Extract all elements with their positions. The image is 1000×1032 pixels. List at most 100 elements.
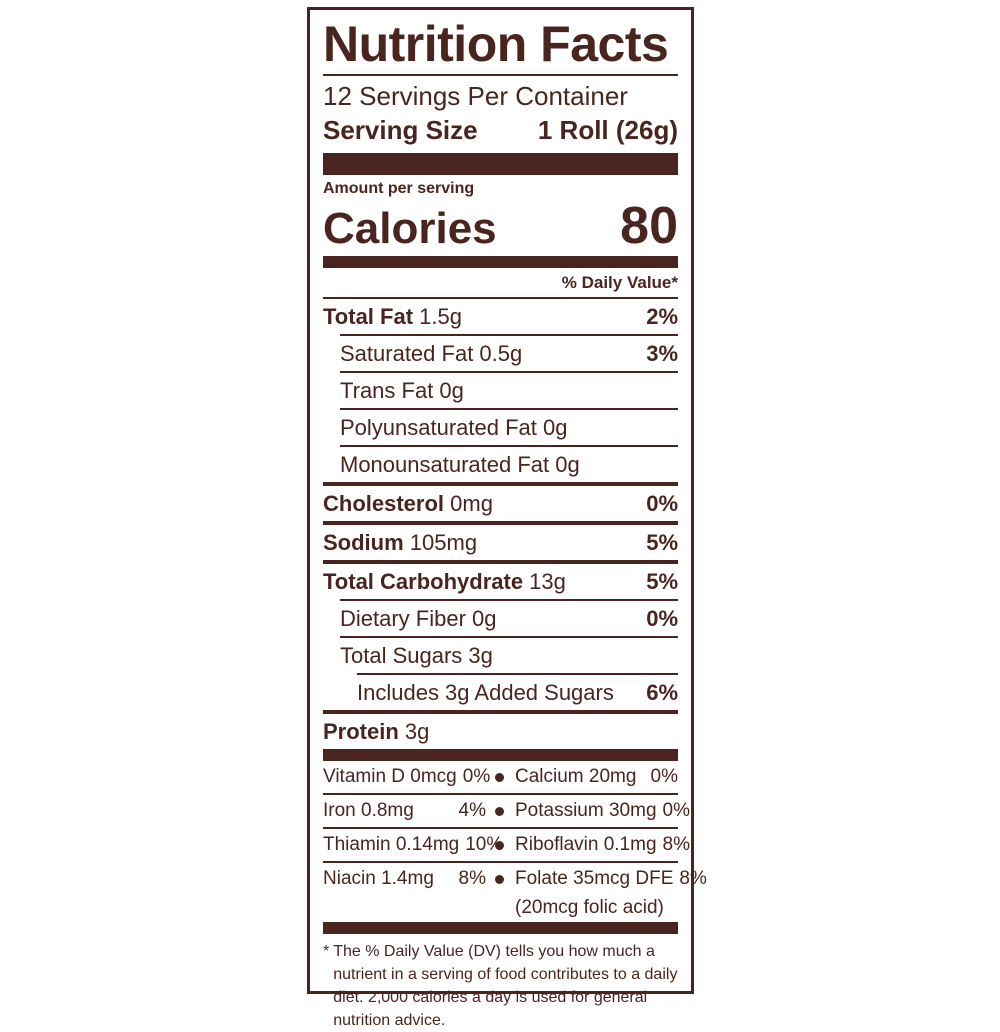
nutrient-row-divider <box>340 371 678 373</box>
vitamin-cell-right: Riboflavin 0.1mg 8% <box>513 830 690 860</box>
calories-row: Calories 80 <box>323 199 678 256</box>
bullet-separator-icon <box>495 841 504 850</box>
bullet-separator-icon <box>495 773 504 782</box>
vitamin-list: Vitamin D 0mcg 0% Calcium 20mg 0% Iron 0.8mg… <box>323 761 707 922</box>
vitamin-daily-value: 8% <box>458 868 486 889</box>
vitamin-cell-left: Niacin 1.4mg 8% <box>323 864 486 894</box>
nutrient-name: Total Fat 1.5g <box>323 304 462 329</box>
page-title: Nutrition Facts <box>323 16 669 72</box>
nutrient-name: Total Sugars 3g <box>340 643 493 668</box>
nutrient-daily-value: 5% <box>646 569 678 594</box>
nutrient-daily-value: 0% <box>646 491 678 516</box>
serving-size-value: 1 Roll (26g) <box>537 115 678 145</box>
calories-label: Calories <box>323 204 497 253</box>
nutrient-row-divider <box>340 636 678 638</box>
divider-bar-under-protein <box>323 749 678 761</box>
nutrient-row-divider <box>340 445 678 447</box>
nutrient-row-divider <box>340 599 678 601</box>
vitamin-daily-value: 8% <box>662 834 690 855</box>
bullet-separator-icon <box>495 807 504 816</box>
vitamin-name: Riboflavin 0.1mg <box>515 834 657 855</box>
vitamin-name: Thiamin 0.14mg <box>323 834 460 855</box>
vitamin-name: Iron 0.8mg <box>323 800 414 821</box>
vitamin-row: Iron 0.8mg 4% Potassium 30mg 0% <box>323 795 690 827</box>
vitamin-daily-value: 0% <box>462 766 491 787</box>
nutrient-row-divider <box>323 521 678 525</box>
nutrient-row-divider <box>323 297 678 299</box>
calories-value: 80 <box>620 197 678 255</box>
vitamin-cell-left: Vitamin D 0mcg 0% <box>323 762 490 792</box>
serving-size-row: Serving Size 1 Roll (26g) <box>323 113 678 153</box>
vitamin-name: Niacin 1.4mg <box>323 868 434 889</box>
vitamin-row: Vitamin D 0mcg 0% Calcium 20mg 0% <box>323 761 678 793</box>
serving-size-label: Serving Size <box>323 115 478 145</box>
nutrient-row: Protein 3g <box>323 714 678 749</box>
vitamin-cell-left: Thiamin 0.14mg 10% <box>323 830 503 860</box>
vitamin-name: Calcium 20mg <box>515 766 637 787</box>
nutrient-name: Total Carbohydrate 13g <box>323 569 566 594</box>
vitamin-row-divider <box>323 793 678 795</box>
nutrient-row: Polyunsaturated Fat 0g <box>323 410 678 445</box>
nutrient-row: Cholesterol 0mg 0% <box>323 486 678 521</box>
footnote-text: The % Daily Value (DV) tells you how muc… <box>333 943 678 1029</box>
vitamin-name: Potassium 30mg <box>515 800 657 821</box>
vitamin-cell-left: Iron 0.8mg 4% <box>323 796 486 826</box>
nutrient-row-divider <box>323 710 678 714</box>
nutrient-row: Sodium 105mg 5% <box>323 525 678 560</box>
nutrient-name: Trans Fat 0g <box>340 378 464 403</box>
nutrient-row: Trans Fat 0g <box>323 373 678 408</box>
nutrient-row-divider <box>340 334 678 336</box>
nutrition-facts-panel: Nutrition Facts 12 Servings Per Containe… <box>307 7 707 1029</box>
nutrient-daily-value: 0% <box>646 606 678 631</box>
nutrient-row: Dietary Fiber 0g 0% <box>323 601 678 636</box>
nutrient-name: Polyunsaturated Fat 0g <box>340 415 568 440</box>
vitamin-cell-right: Potassium 30mg 0% <box>513 796 690 826</box>
vitamin-daily-value: 8% <box>679 868 707 889</box>
nutrient-name: Saturated Fat 0.5g <box>340 341 523 366</box>
vitamin-name: Folate 35mcg DFE <box>515 868 674 889</box>
vitamin-cell-right: Calcium 20mg 0% <box>513 762 678 792</box>
nutrient-row-divider <box>323 482 678 486</box>
nutrient-list: Total Fat 1.5g 2% Saturated Fat 0.5g 3% Tran… <box>323 297 678 749</box>
nutrient-daily-value: 5% <box>646 530 678 555</box>
nutrient-name: Dietary Fiber 0g <box>340 606 497 631</box>
nutrition-facts-inner: Nutrition Facts 12 Servings Per Containe… <box>310 10 707 1029</box>
nutrient-daily-value: 3% <box>646 341 678 366</box>
nutrient-name: Protein 3g <box>323 719 430 744</box>
divider-bar-under-calories <box>323 256 678 268</box>
divider-thick-top <box>323 153 678 175</box>
nutrient-row-divider <box>340 408 678 410</box>
nutrient-row-divider <box>323 560 678 564</box>
vitamin-daily-value: 10% <box>465 834 504 855</box>
servings-per-container: 12 Servings Per Container <box>323 81 628 111</box>
amount-per-serving-label: Amount per serving <box>323 180 475 197</box>
divider-bar-above-footnote <box>323 922 678 934</box>
footnote-star: * <box>323 943 330 960</box>
vitamin-daily-value: 4% <box>458 800 486 821</box>
nutrient-row: Total Carbohydrate 13g 5% <box>323 564 678 599</box>
vitamin-daily-value: 0% <box>662 800 690 821</box>
nutrient-name: Includes 3g Added Sugars <box>357 680 614 705</box>
nutrient-name: Sodium 105mg <box>323 530 478 555</box>
nutrient-row: Includes 3g Added Sugars 6% <box>323 675 678 710</box>
nutrient-name: Monounsaturated Fat 0g <box>340 452 580 477</box>
nutrient-daily-value: 6% <box>646 680 678 705</box>
vitamin-row: Niacin 1.4mg 8% Folate 35mcg DFE 8% (20mcg f… <box>323 863 707 922</box>
vitamin-sub-note: (20mcg folic acid) <box>515 897 664 918</box>
vitamin-daily-value: 0% <box>650 766 678 787</box>
footnote: * The % Daily Value (DV) tells you how m… <box>323 934 678 1032</box>
vitamin-row: Thiamin 0.14mg 10% Riboflavin 0.1mg 8% <box>323 829 690 861</box>
divider-under-title <box>323 74 678 76</box>
nutrient-row-divider <box>357 673 678 675</box>
nutrient-row: Saturated Fat 0.5g 3% <box>323 336 678 371</box>
daily-value-header: % Daily Value* <box>561 273 678 292</box>
vitamin-row-divider <box>323 827 678 829</box>
nutrient-row: Total Sugars 3g <box>323 638 678 673</box>
vitamin-cell-right: Folate 35mcg DFE 8% (20mcg folic acid) <box>513 864 707 921</box>
nutrient-name: Cholesterol 0mg <box>323 491 493 516</box>
vitamin-name: Vitamin D 0mcg <box>323 766 457 787</box>
vitamin-row-divider <box>323 861 678 863</box>
nutrient-row: Total Fat 1.5g 2% <box>323 299 678 334</box>
bullet-separator-icon <box>495 875 504 884</box>
nutrient-daily-value: 2% <box>646 304 678 329</box>
